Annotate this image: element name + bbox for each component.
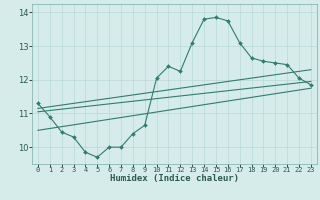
X-axis label: Humidex (Indice chaleur): Humidex (Indice chaleur) [110, 174, 239, 183]
